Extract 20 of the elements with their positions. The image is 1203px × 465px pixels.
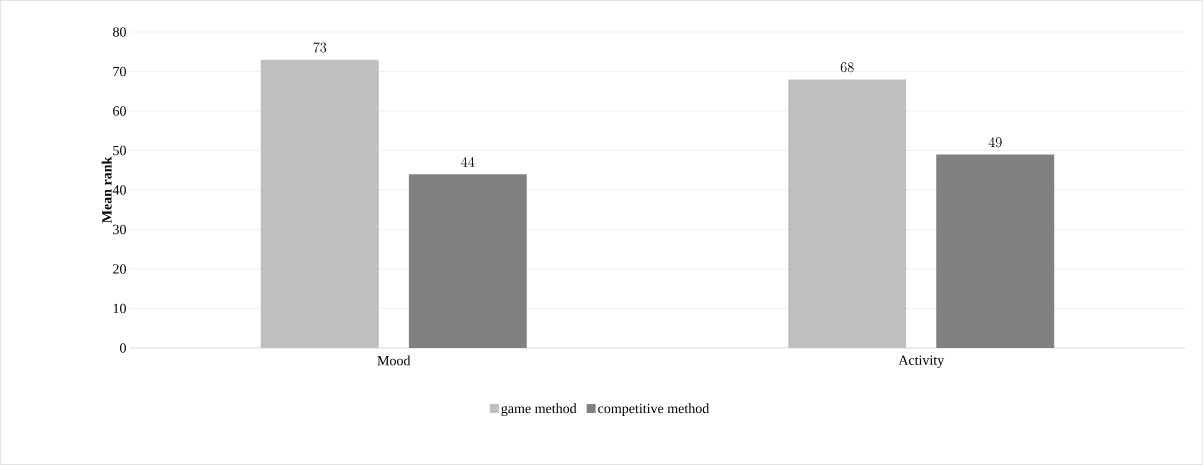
data-label: 49 <box>988 137 1002 148</box>
y-tick-label: 70 <box>113 66 126 77</box>
data-label: 73 <box>313 42 327 53</box>
y-axis-title: Mean rank <box>101 156 112 224</box>
y-tick-label: 30 <box>113 224 126 235</box>
y-tick-label: 20 <box>113 264 126 274</box>
data-label: 44 <box>461 156 475 167</box>
y-tick-label: 50 <box>113 145 126 156</box>
x-tick-label: Mood <box>377 355 411 366</box>
legend-label: game method <box>501 403 577 417</box>
y-tick-label: 60 <box>113 106 126 116</box>
y-tick-label: 80 <box>113 27 126 37</box>
legend-label: competitive method <box>598 403 710 417</box>
y-tick-label: 10 <box>113 303 126 314</box>
bar <box>408 174 527 348</box>
y-tick-label: 0 <box>120 343 126 353</box>
data-label: 68 <box>840 62 854 73</box>
bar <box>936 154 1055 348</box>
x-tick-label: Activity <box>898 355 945 368</box>
y-tick-label: 40 <box>112 185 126 195</box>
